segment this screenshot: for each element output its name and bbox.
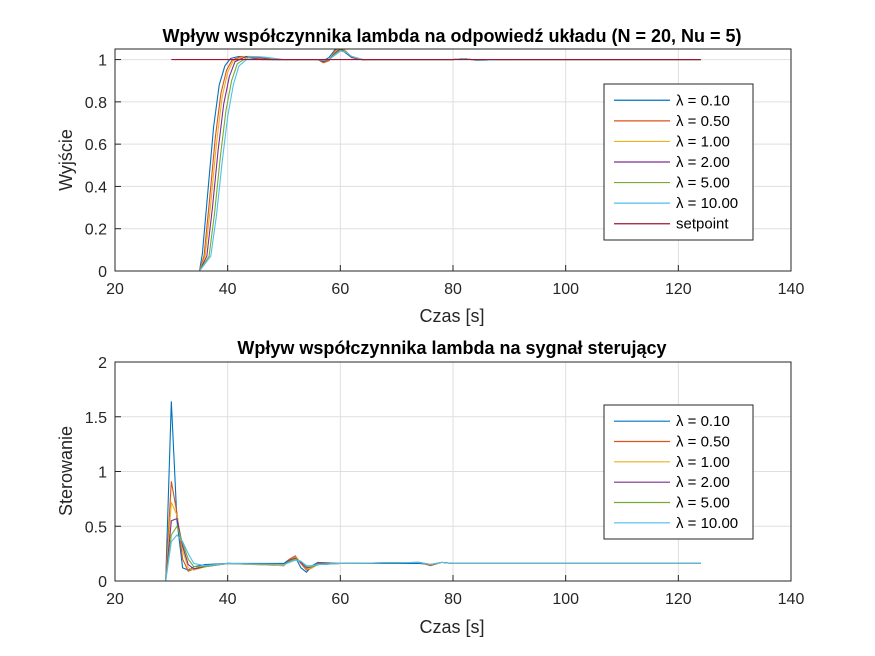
response-y-tick-label: 0.2 [85, 222, 107, 239]
control-y-axis-label: Sterowanie [56, 426, 76, 516]
response-x-tick-label: 120 [665, 281, 692, 298]
response-legend-label: λ = 5.00 [676, 175, 730, 192]
response-x-tick-label: 100 [552, 281, 579, 298]
control-legend-label: λ = 1.00 [676, 454, 730, 471]
response-y-tick-label: 0.6 [85, 137, 107, 154]
response-x-tick-label: 140 [778, 281, 805, 298]
response-legend-label: λ = 0.50 [676, 113, 730, 130]
response-legend-label: λ = 10.00 [676, 195, 738, 212]
control-y-tick-label: 1 [98, 465, 107, 482]
control-legend-label: λ = 0.50 [676, 434, 730, 451]
control-legend-label: λ = 10.00 [676, 515, 738, 532]
response-legend-label: λ = 0.10 [676, 92, 730, 109]
response-legend-label: setpoint [676, 216, 729, 233]
response-y-tick-label: 0 [98, 264, 107, 281]
control-x-tick-label: 100 [552, 591, 579, 608]
control-legend [603, 404, 754, 540]
control-x-tick-label: 60 [331, 591, 349, 608]
control-y-tick-label: 2 [98, 355, 107, 372]
control-y-tick-label: 1.5 [85, 410, 107, 427]
control-legend-label: λ = 5.00 [676, 495, 730, 512]
control-x-tick-label: 80 [444, 591, 462, 608]
response-y-axis-label: Wyjście [56, 129, 76, 191]
response-x-tick-label: 80 [444, 281, 462, 298]
response-y-tick-label: 1 [98, 53, 107, 70]
control-x-axis-label: Czas [s] [419, 617, 484, 637]
response-chart-title: Wpływ współczynnika lambda na odpowiedź … [162, 26, 741, 46]
control-y-tick-label: 0 [98, 574, 107, 591]
response-legend-label: λ = 2.00 [676, 154, 730, 171]
response-x-tick-label: 60 [331, 281, 349, 298]
control-x-tick-label: 140 [778, 591, 805, 608]
control-x-tick-label: 120 [665, 591, 692, 608]
response-y-tick-label: 0.4 [85, 179, 107, 196]
control-series-line-5 [165, 534, 701, 581]
control-y-tick-label: 0.5 [85, 519, 107, 536]
response-legend-label: λ = 1.00 [676, 133, 730, 150]
control-x-tick-label: 20 [106, 591, 124, 608]
response-x-tick-label: 20 [106, 281, 124, 298]
response-subplot: Wpływ współczynnika lambda na odpowiedź … [56, 26, 804, 326]
control-x-tick-label: 40 [219, 591, 237, 608]
control-subplot: Wpływ współczynnika lambda na sygnał ste… [56, 338, 804, 637]
control-legend-label: λ = 2.00 [676, 474, 730, 491]
response-x-axis-label: Czas [s] [419, 306, 484, 326]
control-chart-title: Wpływ współczynnika lambda na sygnał ste… [237, 338, 666, 358]
response-axes-box [114, 48, 792, 272]
control-axes-box [114, 361, 792, 582]
control-legend-label: λ = 0.10 [676, 413, 730, 430]
response-x-tick-label: 40 [219, 281, 237, 298]
response-y-tick-label: 0.8 [85, 95, 107, 112]
